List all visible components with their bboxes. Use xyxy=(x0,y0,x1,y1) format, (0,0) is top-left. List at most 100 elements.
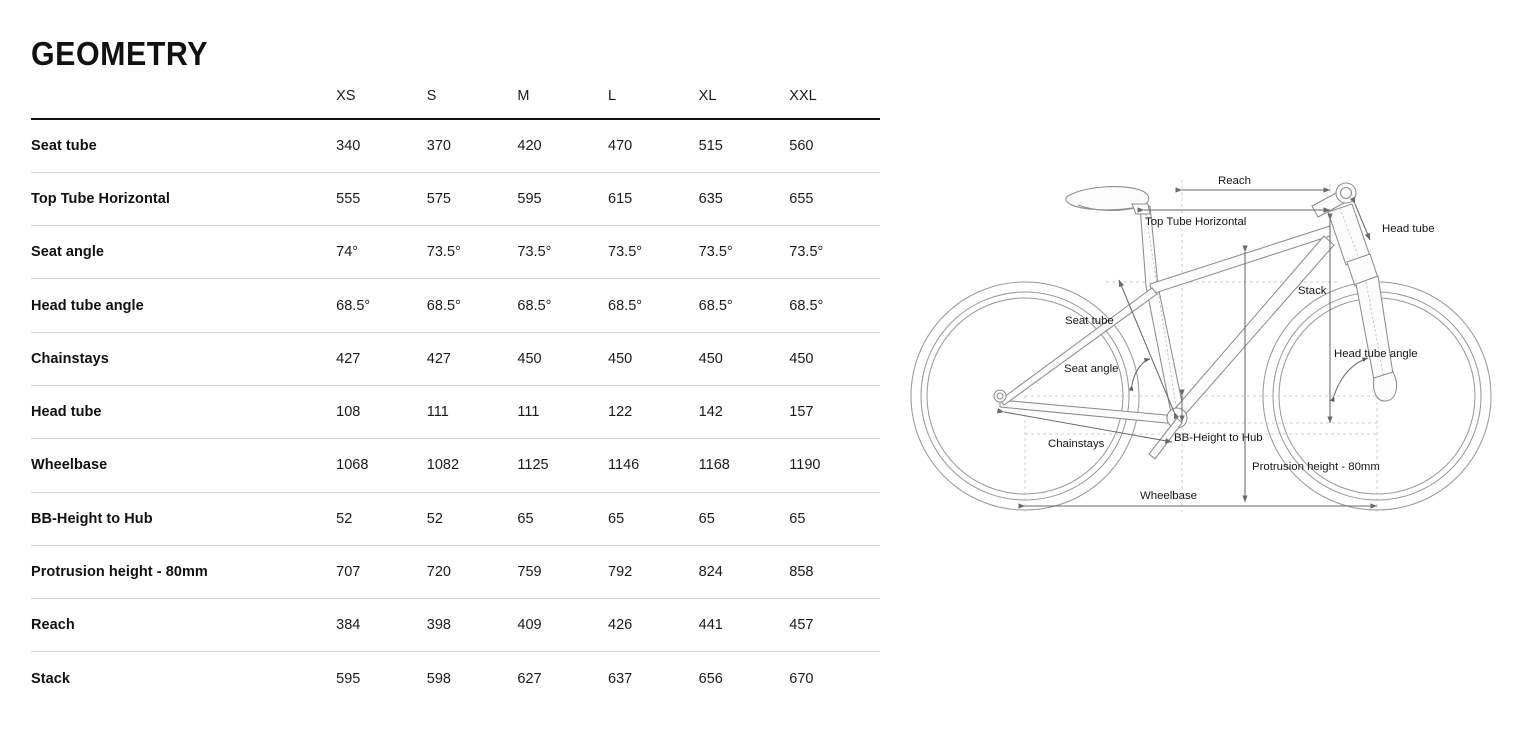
table-row: Stack 595 598 627 637 656 670 xyxy=(31,652,880,705)
cell-value: 73.5° xyxy=(517,225,609,280)
head-tube-dimension: Head tube xyxy=(1349,196,1435,241)
bicycle-geometry-diagram: Reach Top Tube Horizontal Head tube Stac… xyxy=(900,160,1539,525)
cell-value: 792 xyxy=(608,545,699,600)
table-row: Head tube angle 68.5° 68.5° 68.5° 68.5° … xyxy=(31,278,880,333)
bb-height-dimension: BB-Height to Hub xyxy=(1174,389,1263,444)
cell-value: 457 xyxy=(789,598,880,653)
cell-value: 720 xyxy=(426,545,518,600)
label-reach: Reach xyxy=(1218,175,1251,187)
cell-value: 427 xyxy=(426,332,518,386)
cell-value: 111 xyxy=(426,385,518,440)
cell-value: 441 xyxy=(698,598,790,653)
row-label: Seat tube xyxy=(31,119,337,173)
row-label: Seat angle xyxy=(31,225,337,280)
label-wheelbase: Wheelbase xyxy=(1140,490,1197,502)
cell-value: 595 xyxy=(517,172,609,227)
cell-value: 824 xyxy=(698,545,790,600)
cell-value: 627 xyxy=(517,670,542,687)
row-label: Reach xyxy=(31,598,337,653)
table-row: Reach 384 398 409 426 441 457 xyxy=(31,598,880,653)
geometry-table: XS S M L XL XXL Seat tube 340 370 420 47… xyxy=(31,88,880,705)
cell-value: 670 xyxy=(789,670,814,687)
head-tube-angle-dimension: Head tube angle xyxy=(1330,348,1418,403)
column-header-label xyxy=(31,88,337,120)
cell-value: 65 xyxy=(608,492,699,546)
row-label: Head tube xyxy=(31,385,337,440)
cell-value: 595 xyxy=(336,670,361,687)
table-header-row: XS S M L XL XXL xyxy=(31,88,880,120)
cell-value: 409 xyxy=(517,598,609,653)
table-row: Seat angle 74° 73.5° 73.5° 73.5° 73.5° 7… xyxy=(31,225,880,280)
cell-value: 759 xyxy=(517,545,609,600)
page-title: GEOMETRY xyxy=(31,35,209,72)
cell-value: 65 xyxy=(789,492,880,546)
table-row: Seat tube 340 370 420 470 515 560 xyxy=(31,119,880,173)
cell-value: 555 xyxy=(336,172,427,227)
column-header-s: S xyxy=(426,88,518,120)
cell-value: 427 xyxy=(336,332,427,386)
cell-value: 68.5° xyxy=(608,278,699,333)
cell-value: 68.5° xyxy=(517,278,609,333)
top-tube-horizontal-dimension: Top Tube Horizontal xyxy=(1137,207,1331,228)
cell-value: 340 xyxy=(336,119,427,173)
cell-value: 122 xyxy=(608,385,699,440)
cell-value: 142 xyxy=(698,385,790,440)
cell-value: 73.5° xyxy=(608,225,699,280)
cell-value: 637 xyxy=(608,670,633,687)
cell-value: 1190 xyxy=(789,438,880,493)
row-label: Chainstays xyxy=(31,332,337,386)
cell-value: 426 xyxy=(608,598,699,653)
cell-value: 73.5° xyxy=(426,225,518,280)
cell-value: 635 xyxy=(698,172,790,227)
cell-value: 470 xyxy=(608,119,699,173)
cell-value: 560 xyxy=(789,119,880,173)
table-row: Protrusion height - 80mm 707 720 759 792… xyxy=(31,545,880,600)
label-chainstays: Chainstays xyxy=(1048,438,1105,450)
table-row: Head tube 108 111 111 122 142 157 xyxy=(31,385,880,440)
label-bb-height-to-hub: BB-Height to Hub xyxy=(1174,432,1263,444)
cell-value: 74° xyxy=(336,225,427,280)
row-label: BB-Height to Hub xyxy=(31,492,337,546)
saddle xyxy=(1065,186,1151,215)
cell-value: 52 xyxy=(336,492,427,546)
cell-value: 450 xyxy=(698,332,790,386)
cell-value: 450 xyxy=(789,332,880,386)
cell-value: 598 xyxy=(426,670,451,687)
cell-value: 111 xyxy=(517,385,609,440)
seat-angle-dimension: Seat angle xyxy=(1064,357,1151,391)
cell-value: 420 xyxy=(517,119,609,173)
chainstays-dimension: Chainstays xyxy=(996,408,1173,450)
cell-value: 157 xyxy=(789,385,880,440)
cell-value: 858 xyxy=(789,545,880,600)
row-label: Top Tube Horizontal xyxy=(31,172,337,227)
cell-value: 655 xyxy=(789,172,880,227)
cell-value: 1146 xyxy=(608,438,699,493)
cell-value: 68.5° xyxy=(789,278,880,333)
column-header-m: M xyxy=(517,88,609,120)
bicycle-frame xyxy=(993,205,1335,460)
label-stack: Stack xyxy=(1298,285,1327,297)
stack-dimension: Stack xyxy=(1298,213,1333,424)
label-seat-angle: Seat angle xyxy=(1064,363,1118,375)
row-label: Wheelbase xyxy=(31,438,337,493)
reach-dimension: Reach xyxy=(1175,175,1331,193)
cell-value: 398 xyxy=(426,598,518,653)
cell-value: 450 xyxy=(608,332,699,386)
label-seat-tube: Seat tube xyxy=(1065,315,1114,327)
label-top-tube-horizontal: Top Tube Horizontal xyxy=(1145,216,1246,228)
cell-value: 515 xyxy=(698,119,790,173)
table-header: XS S M L XL XXL xyxy=(31,88,880,120)
label-head-tube: Head tube xyxy=(1382,223,1435,235)
cell-value: 68.5° xyxy=(698,278,790,333)
table-row: BB-Height to Hub 52 52 65 65 65 65 xyxy=(31,492,880,546)
cell-value: 52 xyxy=(426,492,518,546)
cell-value: 1082 xyxy=(426,438,518,493)
cell-value: 656 xyxy=(698,670,723,687)
label-head-tube-angle: Head tube angle xyxy=(1334,348,1418,360)
cell-value: 65 xyxy=(517,492,609,546)
cell-value: 615 xyxy=(608,172,699,227)
row-label: Head tube angle xyxy=(31,278,337,333)
table-row: Chainstays 427 427 450 450 450 450 xyxy=(31,332,880,386)
cell-value: 370 xyxy=(426,119,518,173)
